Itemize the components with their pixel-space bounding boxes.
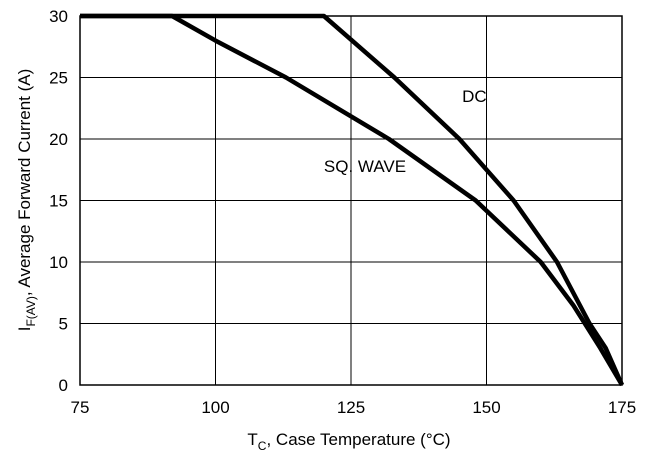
y-tick-label: 15 <box>49 192 68 211</box>
x-tick-label: 125 <box>337 398 365 417</box>
y-tick-label: 5 <box>59 315 68 334</box>
series-line-sq-wave <box>80 13 624 387</box>
series-layer <box>80 13 625 387</box>
series-label-dc: DC <box>462 87 487 106</box>
tick-layer: 75 100 125 150 175 0 5 10 15 20 25 30 <box>49 7 636 417</box>
y-axis-title-sub: F(AV) <box>24 296 38 326</box>
x-tick-label: 75 <box>71 398 90 417</box>
y-axis-title-main: I <box>15 327 34 332</box>
x-axis-title-main: T <box>247 430 257 449</box>
y-tick-label: 0 <box>59 376 68 395</box>
plot-frame <box>79 15 623 386</box>
x-axis-title-sub: C <box>258 439 267 453</box>
y-tick-label: 25 <box>49 69 68 88</box>
x-axis-title: TC, Case Temperature (°C) <box>247 430 450 453</box>
x-tick-label: 150 <box>472 398 500 417</box>
y-tick-label: 30 <box>49 7 68 26</box>
annotation-layer: DC SQ. WAVE <box>324 87 487 176</box>
grid-layer <box>80 16 622 385</box>
y-tick-label: 10 <box>49 253 68 272</box>
y-axis-title-rest: , Average Forward Current (A) <box>15 69 34 296</box>
y-tick-label: 20 <box>49 130 68 149</box>
series-line-dc <box>80 13 625 386</box>
x-tick-label: 100 <box>201 398 229 417</box>
series-label-sq-wave: SQ. WAVE <box>324 157 406 176</box>
x-tick-label: 175 <box>608 398 636 417</box>
y-axis-title: IF(AV), Average Forward Current (A) <box>15 69 38 332</box>
x-axis-title-rest: , Case Temperature (°C) <box>266 430 450 449</box>
